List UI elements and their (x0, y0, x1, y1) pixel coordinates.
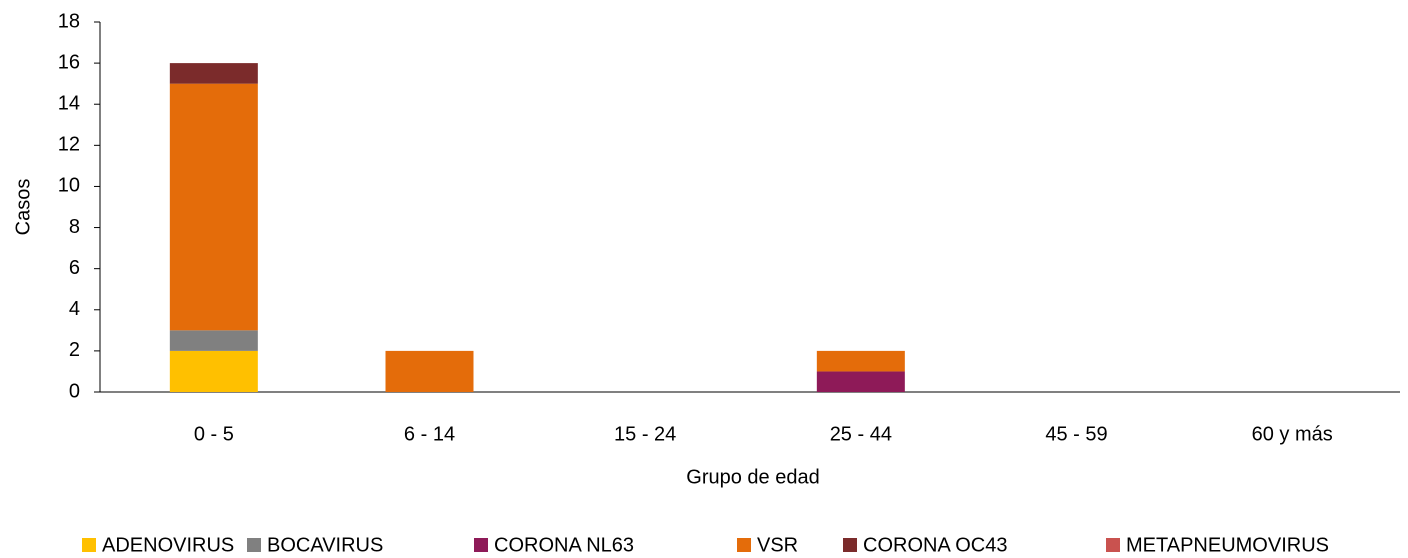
x-tick-label: 25 - 44 (830, 423, 892, 445)
bar-segment (385, 350, 474, 392)
y-tick-label: 0 (69, 380, 80, 402)
legend-swatch (843, 538, 857, 552)
y-tick-label: 6 (69, 257, 80, 279)
y-tick-label: 4 (69, 298, 80, 320)
legend-swatch (82, 538, 96, 552)
legend-swatch (247, 538, 261, 552)
bar-segment (169, 350, 258, 392)
legend-label: ADENOVIRUS (102, 534, 234, 556)
bar-segment (816, 371, 905, 392)
y-tick-label: 10 (58, 175, 80, 197)
x-tick-label: 6 - 14 (404, 423, 455, 445)
y-axis-label: Casos (12, 179, 34, 236)
legend-label: CORONA OC43 (863, 534, 1007, 556)
x-tick-label: 15 - 24 (614, 423, 676, 445)
x-tick-label: 60 y más (1252, 423, 1333, 445)
x-tick-label: 0 - 5 (194, 423, 234, 445)
x-tick-label: 45 - 59 (1045, 423, 1107, 445)
x-axis-label: Grupo de edad (686, 466, 819, 488)
y-tick-label: 14 (58, 93, 80, 115)
legend-label: CORONA NL63 (494, 534, 634, 556)
y-tick-label: 8 (69, 216, 80, 238)
y-tick-label: 18 (58, 10, 80, 32)
bar-segment (169, 330, 258, 351)
y-tick-label: 2 (69, 339, 80, 361)
legend-label: METAPNEUMOVIRUS (1126, 534, 1329, 556)
bar-segment (169, 83, 258, 331)
legend-swatch (1106, 538, 1120, 552)
y-tick-label: 12 (58, 134, 80, 156)
y-tick-label: 16 (58, 51, 80, 73)
legend-swatch (737, 538, 751, 552)
legend-label: VSR (757, 534, 798, 556)
bar-segment (169, 63, 258, 84)
bar-segment (816, 350, 905, 372)
legend-swatch (474, 538, 488, 552)
legend-label: BOCAVIRUS (267, 534, 383, 556)
